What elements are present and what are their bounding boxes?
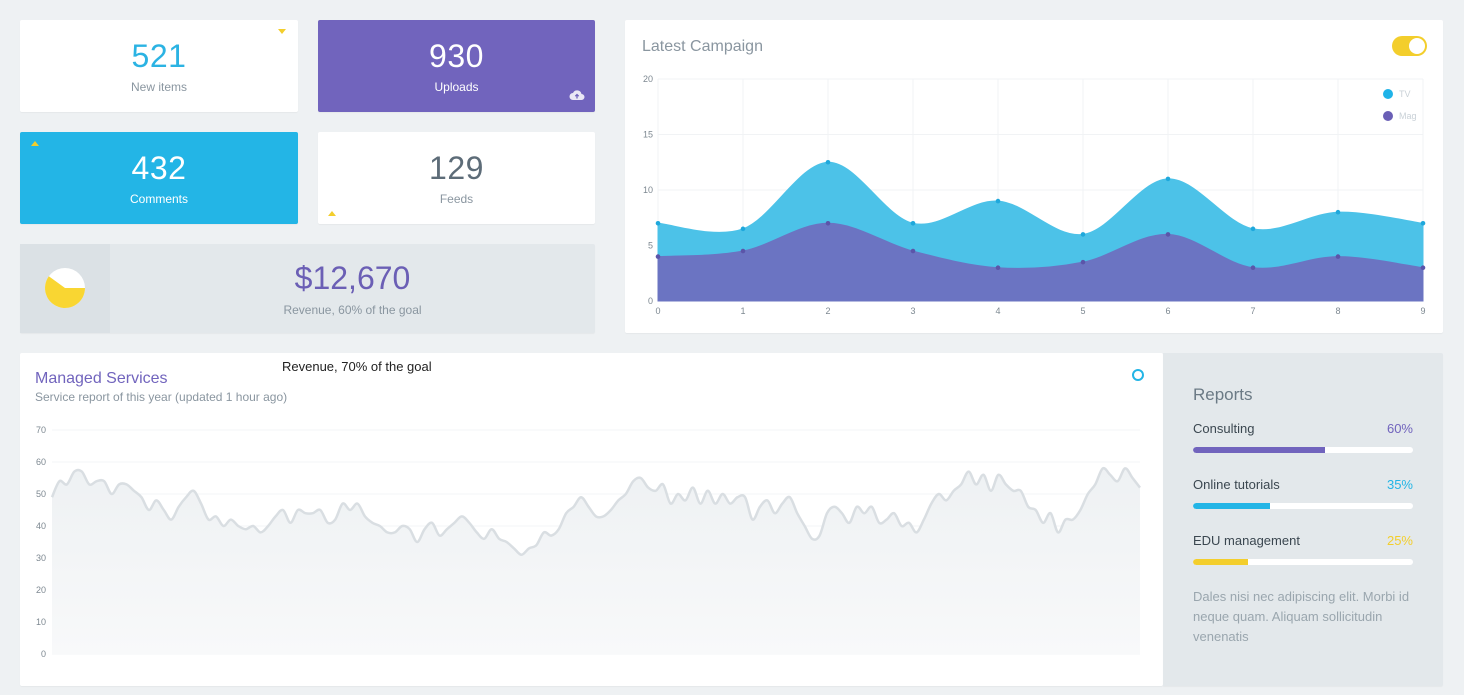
data-point (910, 221, 916, 226)
managed-services-subtitle: Service report of this year (updated 1 h… (35, 390, 288, 404)
revenue-card: $12,670 Revenue, 60% of the goal (20, 244, 595, 333)
data-point (655, 221, 661, 226)
stat-feeds-label: Feeds (439, 192, 474, 206)
x-tick-label: 7 (1250, 306, 1255, 316)
report-progress-bar (1193, 559, 1413, 565)
x-tick-label: 5 (1080, 306, 1085, 316)
y-tick-label: 70 (36, 425, 46, 435)
managed-services-chart: 0 10 20 30 40 50 60 70 (36, 425, 1141, 659)
data-point (740, 248, 746, 254)
data-point (1165, 176, 1171, 182)
cloud-upload-icon (569, 88, 585, 106)
data-point (995, 198, 1001, 204)
x-tick-label: 8 (1335, 306, 1340, 316)
legend-label: TV (1399, 89, 1411, 99)
y-tick-label: 20 (643, 74, 653, 84)
latest-campaign-title: Latest Campaign (642, 38, 763, 55)
revenue-pie-chart (45, 268, 85, 308)
legend-label: Mag (1399, 111, 1417, 121)
stat-uploads-label: Uploads (434, 80, 479, 94)
x-tick-label: 3 (910, 306, 915, 316)
y-tick-label: 40 (36, 521, 46, 531)
report-percent: 35% (1386, 477, 1413, 492)
report-progress-fill (1193, 559, 1248, 565)
series-line (50, 466, 1141, 557)
revenue-value: $12,670 (294, 260, 411, 296)
caret-down-icon (278, 29, 286, 34)
data-point (1080, 232, 1086, 237)
data-point (1335, 254, 1341, 259)
caret-up-icon (328, 211, 336, 216)
report-name: EDU management (1193, 533, 1300, 548)
y-tick-label: 30 (36, 553, 46, 563)
stat-comments-label: Comments (129, 192, 188, 206)
latest-campaign-panel: 0 5 10 15 20 0 1 2 3 4 5 6 7 8 9 TV Mag Latest Campaign (625, 20, 1443, 333)
stat-uploads-value: 930 (429, 38, 484, 74)
data-point (825, 221, 831, 226)
reports-panel: Reports Dales nisi nec adipiscing elit. … (1163, 353, 1443, 686)
stat-new-items-label: New items (130, 80, 187, 94)
data-point (1080, 259, 1086, 265)
stat-new-items-value: 521 (131, 38, 187, 74)
stat-comments: 432 Comments (20, 132, 298, 224)
data-point (1250, 265, 1256, 270)
stat-feeds: 129 Feeds (318, 132, 595, 224)
pie-slice (45, 276, 85, 308)
latest-campaign-chart: 0 5 10 15 20 0 1 2 3 4 5 6 7 8 9 TV Mag (643, 74, 1426, 316)
stat-comments-value: 432 (131, 150, 187, 186)
revenue-label: Revenue, 60% of the goal (283, 303, 422, 317)
report-percent: 25% (1386, 533, 1413, 548)
report-progress-bar (1193, 447, 1413, 453)
x-tick-label: 1 (740, 306, 745, 316)
series-area-mag (657, 222, 1424, 302)
legend-marker (1383, 89, 1393, 99)
series-area (52, 468, 1140, 654)
reports-note: Dales nisi nec adipiscing elit. Morbi id… (1193, 589, 1410, 644)
y-tick-label: 60 (36, 457, 46, 467)
x-tick-label: 9 (1420, 306, 1425, 316)
y-tick-label: 0 (648, 296, 653, 306)
data-point (1335, 209, 1341, 215)
y-tick-label: 5 (648, 241, 653, 251)
data-point (1420, 221, 1426, 226)
report-progress-fill (1193, 447, 1325, 453)
legend-marker (1383, 111, 1393, 121)
report-percent: 60% (1386, 421, 1413, 436)
revenue-pie (20, 244, 110, 333)
caret-up-icon (31, 141, 39, 146)
report-name: Online tutorials (1193, 477, 1280, 492)
campaign-toggle[interactable] (1392, 36, 1427, 56)
data-point (740, 226, 746, 232)
report-name: Consulting (1193, 421, 1255, 436)
data-point (655, 254, 661, 259)
x-tick-label: 0 (655, 306, 660, 316)
data-point (910, 248, 916, 254)
stat-new-items: 521 New items (20, 20, 298, 112)
stat-uploads: 930 Uploads (318, 20, 595, 112)
report-progress-bar (1193, 503, 1413, 509)
toggle-knob (1409, 38, 1425, 54)
y-tick-label: 0 (41, 649, 46, 659)
stat-feeds-value: 129 (429, 150, 484, 186)
revenue-goal-note: Revenue, 70% of the goal (282, 359, 432, 374)
reports-title: Reports (1193, 385, 1253, 404)
refresh-ring-icon[interactable] (1132, 369, 1144, 381)
y-tick-label: 50 (36, 489, 46, 499)
x-tick-label: 4 (995, 306, 1000, 316)
data-point (1165, 232, 1171, 237)
report-progress-fill (1193, 503, 1270, 509)
y-tick-label: 10 (36, 617, 46, 627)
data-point (1250, 226, 1256, 232)
managed-services-panel: 0 10 20 30 40 50 60 70 Managed Services Service… (20, 353, 1163, 686)
y-tick-label: 20 (36, 585, 46, 595)
y-tick-label: 10 (643, 185, 653, 195)
managed-services-title: Managed Services (35, 370, 168, 387)
data-point (1420, 265, 1426, 270)
y-tick-label: 15 (643, 130, 653, 140)
data-point (825, 159, 831, 165)
x-tick-label: 2 (825, 306, 830, 316)
x-tick-label: 6 (1165, 306, 1170, 316)
data-point (995, 265, 1001, 270)
